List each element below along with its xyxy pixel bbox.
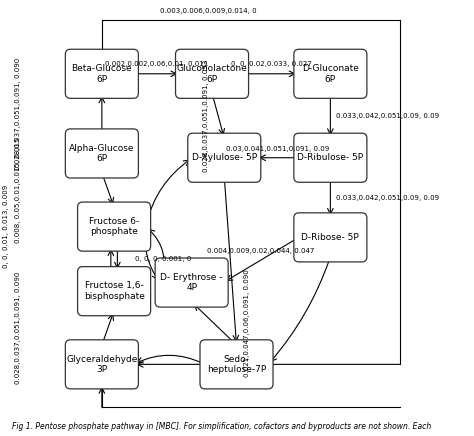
Text: D-Ribulose- 5P: D-Ribulose- 5P [297,153,364,162]
FancyBboxPatch shape [78,202,151,251]
Text: 0.03,0.041,0.051,0.091, 0.09: 0.03,0.041,0.051,0.091, 0.09 [226,146,329,152]
FancyBboxPatch shape [294,133,367,182]
Text: 0.033,0.042,0.051,0.09, 0.09: 0.033,0.042,0.051,0.09, 0.09 [337,194,439,201]
Text: 0, 0, 0.01, 0.013, 0.009: 0, 0, 0.01, 0.013, 0.009 [3,185,9,268]
Text: Alpha-Glucose
6P: Alpha-Glucose 6P [69,144,135,163]
FancyBboxPatch shape [294,213,367,262]
Text: 0.033,0.042,0.051,0.09, 0.09: 0.033,0.042,0.051,0.09, 0.09 [337,113,439,119]
Text: D-Ribose- 5P: D-Ribose- 5P [301,233,359,242]
Text: 0.028,0.037,0.051,0.091, 0.090: 0.028,0.037,0.051,0.091, 0.090 [15,272,21,384]
Text: 0.008, 0.05,0.01,0.015, 0.015: 0.008, 0.05,0.01,0.015, 0.015 [15,137,21,243]
FancyBboxPatch shape [175,49,248,99]
FancyBboxPatch shape [188,133,261,182]
Text: Sedo-
heptulose-7P: Sedo- heptulose-7P [207,354,266,374]
FancyBboxPatch shape [200,340,273,389]
Text: 0, 0, 0, 0.001, 0: 0, 0, 0, 0.001, 0 [135,256,191,262]
FancyBboxPatch shape [155,258,228,307]
Text: Beta-Glucose
6P: Beta-Glucose 6P [72,64,132,84]
Text: D-Xylulose- 5P: D-Xylulose- 5P [191,153,257,162]
Text: 0.021,0.047,0.06,0.091, 0.090: 0.021,0.047,0.06,0.091, 0.090 [244,269,250,377]
FancyBboxPatch shape [65,49,138,99]
Text: Gluconolactone
6P: Gluconolactone 6P [177,64,247,84]
Text: Fructose 6-
phosphate: Fructose 6- phosphate [89,217,139,236]
Text: Glyceraldehyde
3P: Glyceraldehyde 3P [66,354,137,374]
Text: 0.028,0.037,0.051,0.091, 0.090: 0.028,0.037,0.051,0.091, 0.090 [15,58,21,170]
Text: 0.004,0.009,0.02,0.044, 0.047: 0.004,0.009,0.02,0.044, 0.047 [207,248,315,253]
Text: Fructose 1,6-
bisphosphate: Fructose 1,6- bisphosphate [84,282,145,301]
Text: 0.003,0.006,0.009,0.014, 0: 0.003,0.006,0.009,0.014, 0 [160,7,256,14]
FancyBboxPatch shape [78,267,151,316]
FancyBboxPatch shape [65,340,138,389]
Text: D- Erythrose -
4P: D- Erythrose - 4P [160,273,223,292]
FancyBboxPatch shape [294,49,367,99]
Text: 0.028,0.037,0.051,0.091, 0.093: 0.028,0.037,0.051,0.091, 0.093 [203,60,209,172]
Text: 0.002,0.002,0.06,0.01, 0.011: 0.002,0.002,0.06,0.01, 0.011 [105,61,209,67]
FancyBboxPatch shape [65,129,138,178]
Text: 0, 0, 0.02,0.033, 0.027: 0, 0, 0.02,0.033, 0.027 [231,61,311,67]
Text: D-Gluconate
6P: D-Gluconate 6P [302,64,359,84]
Text: Fig 1. Pentose phosphate pathway in [MBC]. For simplification, cofactors and byp: Fig 1. Pentose phosphate pathway in [MBC… [12,422,431,431]
